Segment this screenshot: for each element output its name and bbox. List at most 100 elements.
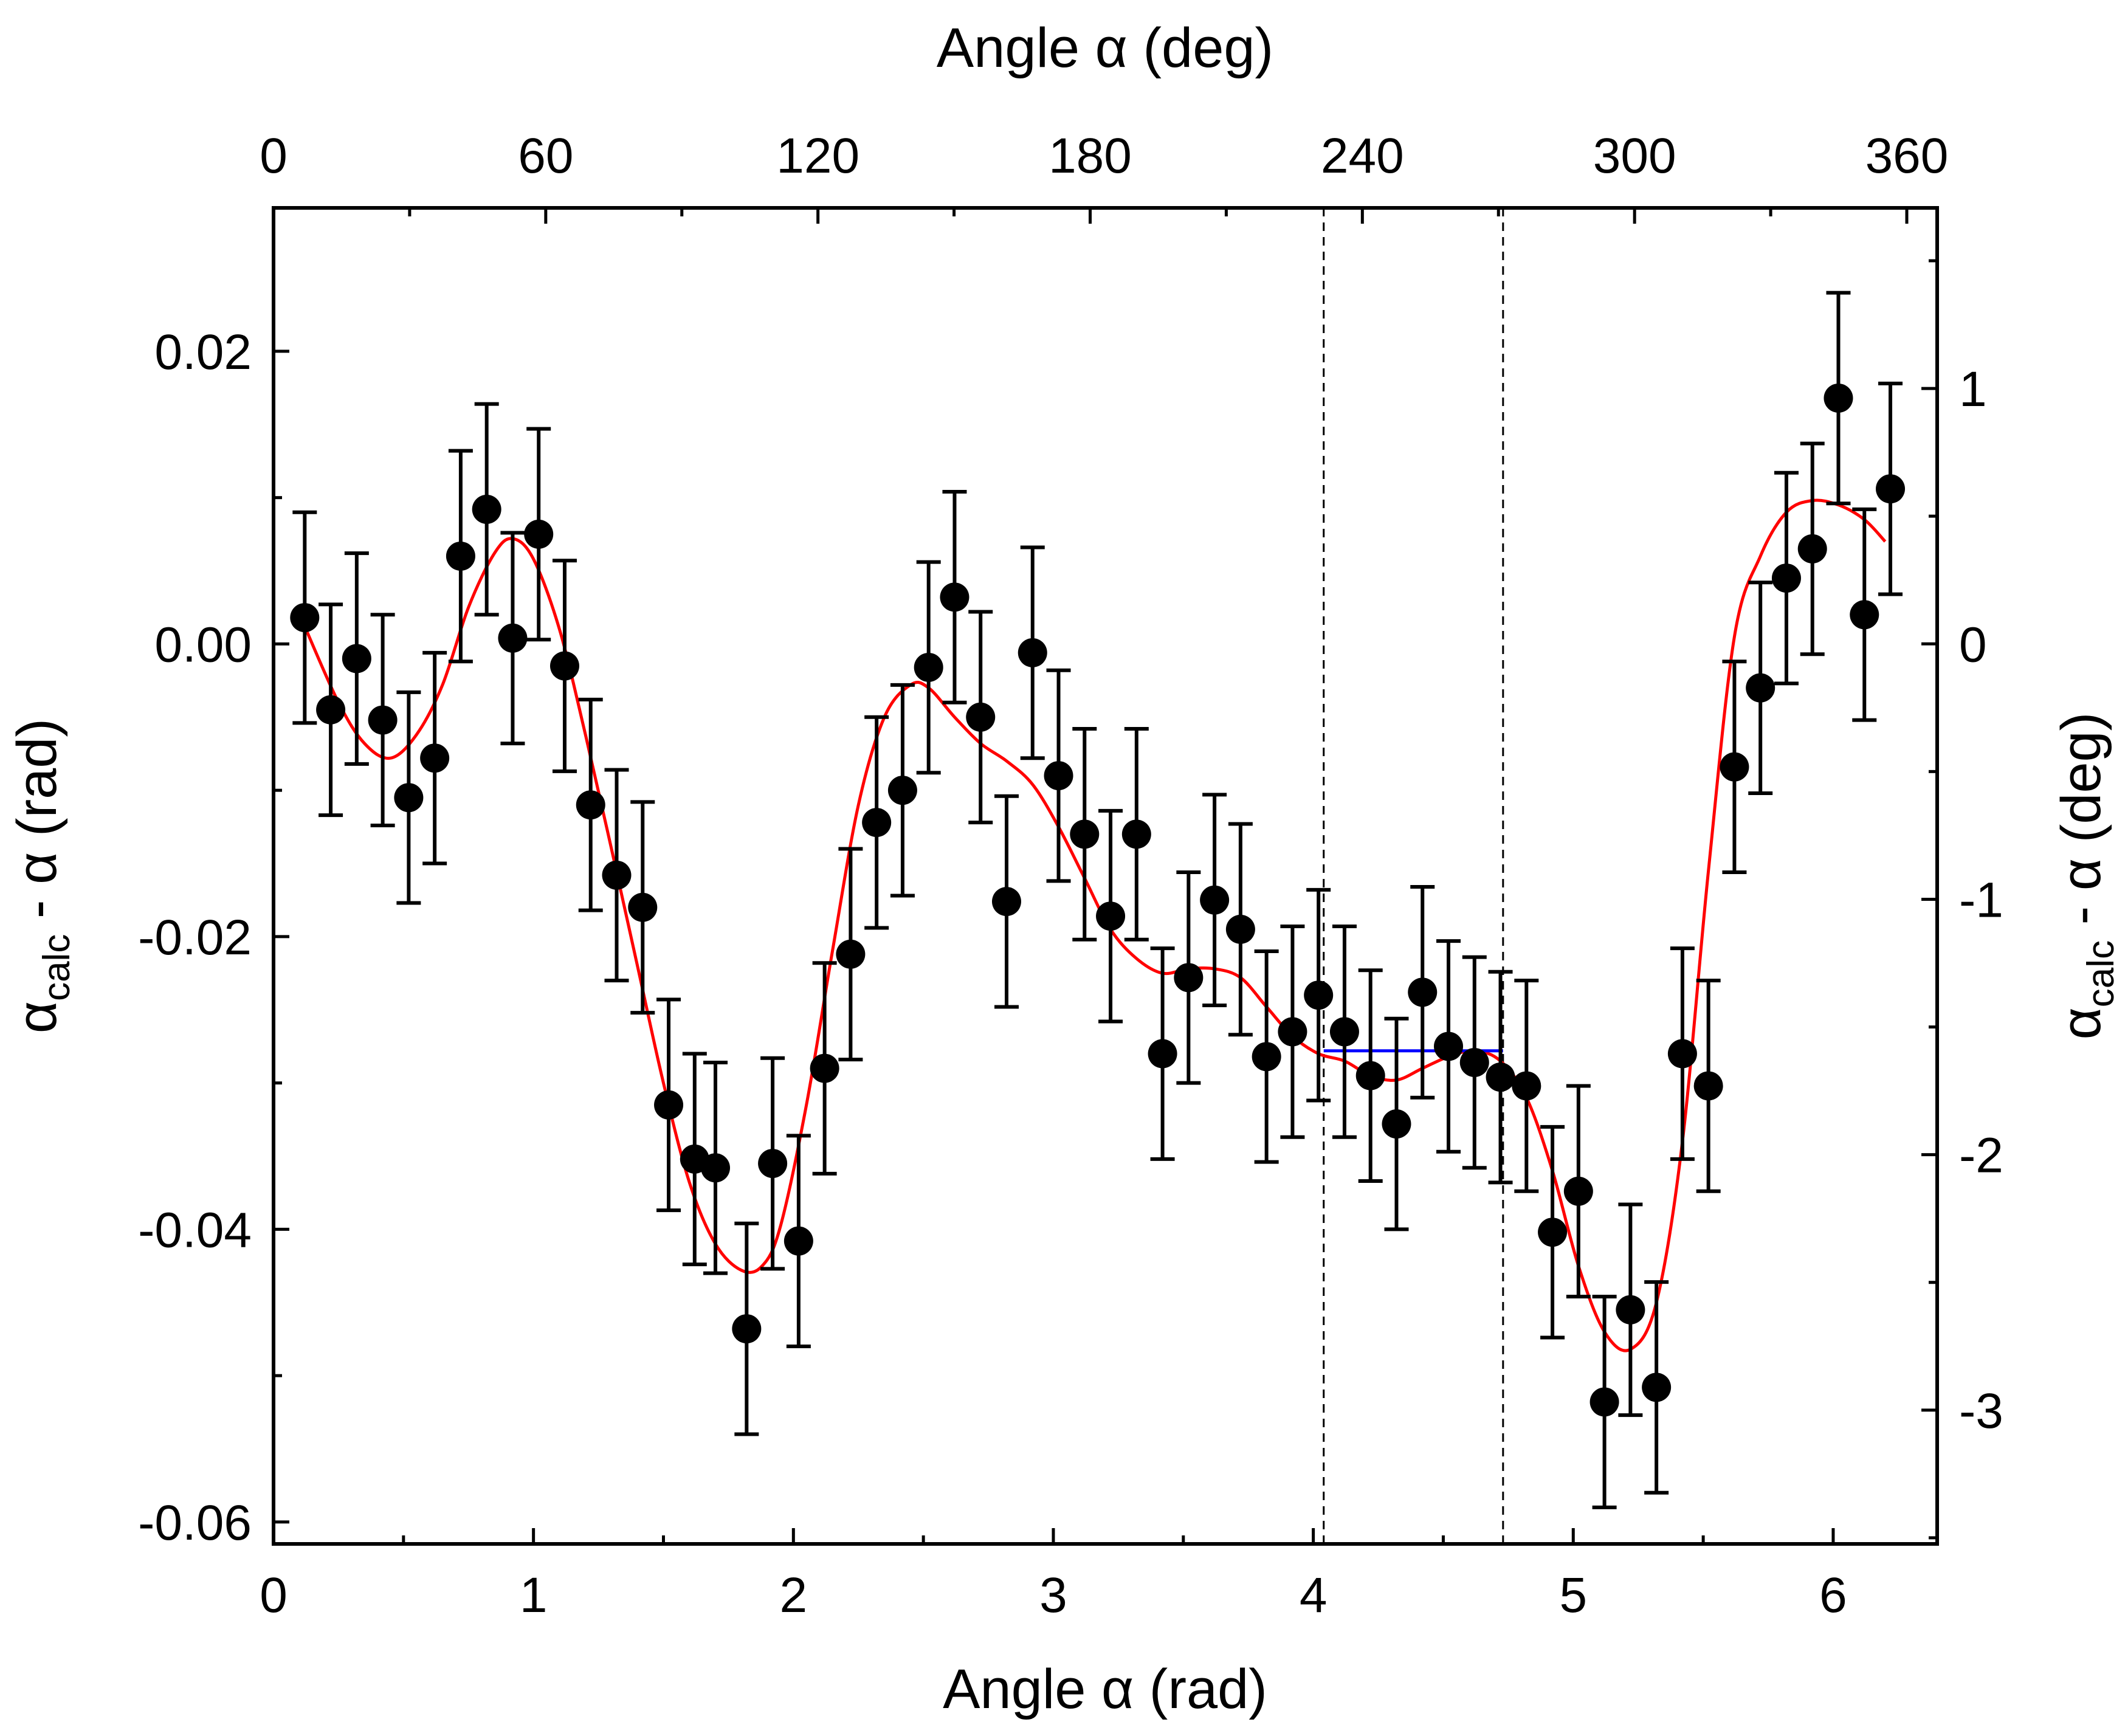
data-point (1720, 660, 1749, 874)
data-point (628, 800, 658, 1015)
marker (1121, 819, 1151, 849)
marker (446, 541, 475, 571)
marker (732, 1314, 762, 1344)
reference-lines (1323, 208, 1504, 1544)
x-axis-title: Angle α (rad) (943, 1658, 1267, 1720)
marker (524, 519, 554, 549)
data-point (1174, 870, 1204, 1085)
y2-tick-label: -2 (1959, 1128, 2003, 1183)
x-tick-label: 5 (1559, 1568, 1587, 1623)
data-point (1070, 727, 1100, 942)
marker (1096, 901, 1126, 931)
data-point (472, 402, 501, 617)
x2-tick-label: 0 (260, 128, 288, 184)
x2-tick-label: 300 (1593, 128, 1676, 184)
marker (836, 939, 866, 969)
data-points (290, 291, 1906, 1509)
data-point (1824, 291, 1853, 506)
marker (1563, 1176, 1593, 1206)
data-point (524, 427, 554, 642)
marker (498, 623, 528, 653)
marker (1252, 1042, 1281, 1072)
marker (1174, 963, 1204, 993)
marker (1329, 1017, 1359, 1047)
y2-axis-title: αcalc - α (deg) (2050, 712, 2122, 1040)
data-point (1616, 1202, 1645, 1417)
data-point (1329, 925, 1359, 1139)
x2-tick-label: 180 (1049, 128, 1132, 184)
marker (394, 783, 424, 813)
data-point (1797, 441, 1827, 656)
data-point (1278, 925, 1307, 1139)
marker (1304, 980, 1334, 1010)
y-axis-title: αcalc - α (rad) (6, 718, 78, 1033)
marker (1225, 914, 1255, 944)
marker (1044, 761, 1073, 791)
marker (316, 695, 346, 725)
data-point (1459, 955, 1489, 1170)
data-point (836, 847, 866, 1062)
data-point (290, 510, 320, 725)
marker (1382, 1109, 1411, 1139)
data-point (1589, 1295, 1619, 1509)
data-point (420, 650, 450, 866)
marker (1589, 1387, 1619, 1417)
x-tick-label: 0 (260, 1568, 288, 1623)
x-tick-label: 4 (1300, 1568, 1328, 1623)
data-point (498, 531, 528, 746)
x2-axis-title: Angle α (deg) (937, 17, 1273, 79)
x2-tick-label: 120 (776, 128, 859, 184)
marker (1512, 1071, 1541, 1101)
data-point (862, 715, 892, 930)
data-point (1408, 885, 1438, 1100)
marker (1850, 600, 1879, 630)
y-tick-label: -0.04 (138, 1202, 252, 1258)
data-point (1200, 793, 1230, 1008)
marker (1070, 819, 1100, 849)
marker (1771, 563, 1801, 593)
data-point (1434, 939, 1464, 1154)
data-point (887, 683, 917, 898)
data-point (1667, 946, 1697, 1161)
data-point (1148, 946, 1177, 1161)
marker (1278, 1017, 1307, 1047)
marker (654, 1090, 684, 1120)
data-point (732, 1221, 762, 1436)
marker (966, 702, 996, 732)
marker (810, 1053, 839, 1083)
data-point (1382, 1016, 1411, 1231)
fit-curve (303, 498, 1887, 1352)
data-point (1876, 381, 1906, 596)
marker (1486, 1063, 1515, 1092)
data-point (991, 794, 1021, 1009)
marker (368, 705, 398, 735)
x-tick-label: 2 (780, 1568, 808, 1623)
data-point (1693, 979, 1723, 1193)
y-tick-label: 0.00 (154, 617, 252, 672)
marker (862, 808, 892, 838)
marker (1148, 1039, 1177, 1069)
data-point (1121, 727, 1151, 942)
marker (1408, 977, 1438, 1007)
data-point (810, 961, 839, 1176)
marker (1355, 1061, 1385, 1090)
data-point (1512, 979, 1541, 1193)
marker (940, 582, 970, 612)
y2-tick-label: -3 (1959, 1383, 2003, 1439)
marker (1434, 1032, 1464, 1061)
marker (290, 603, 320, 633)
data-point (966, 610, 996, 825)
data-point (940, 490, 970, 704)
marker (549, 651, 579, 681)
marker (784, 1226, 813, 1256)
data-point (1096, 808, 1126, 1024)
marker (628, 892, 658, 922)
marker (342, 644, 371, 673)
data-point (446, 449, 475, 664)
x-tick-label: 3 (1039, 1568, 1067, 1623)
data-point (1746, 580, 1775, 795)
marker (1720, 752, 1749, 782)
data-point (1850, 507, 1879, 722)
data-point (1225, 822, 1255, 1037)
